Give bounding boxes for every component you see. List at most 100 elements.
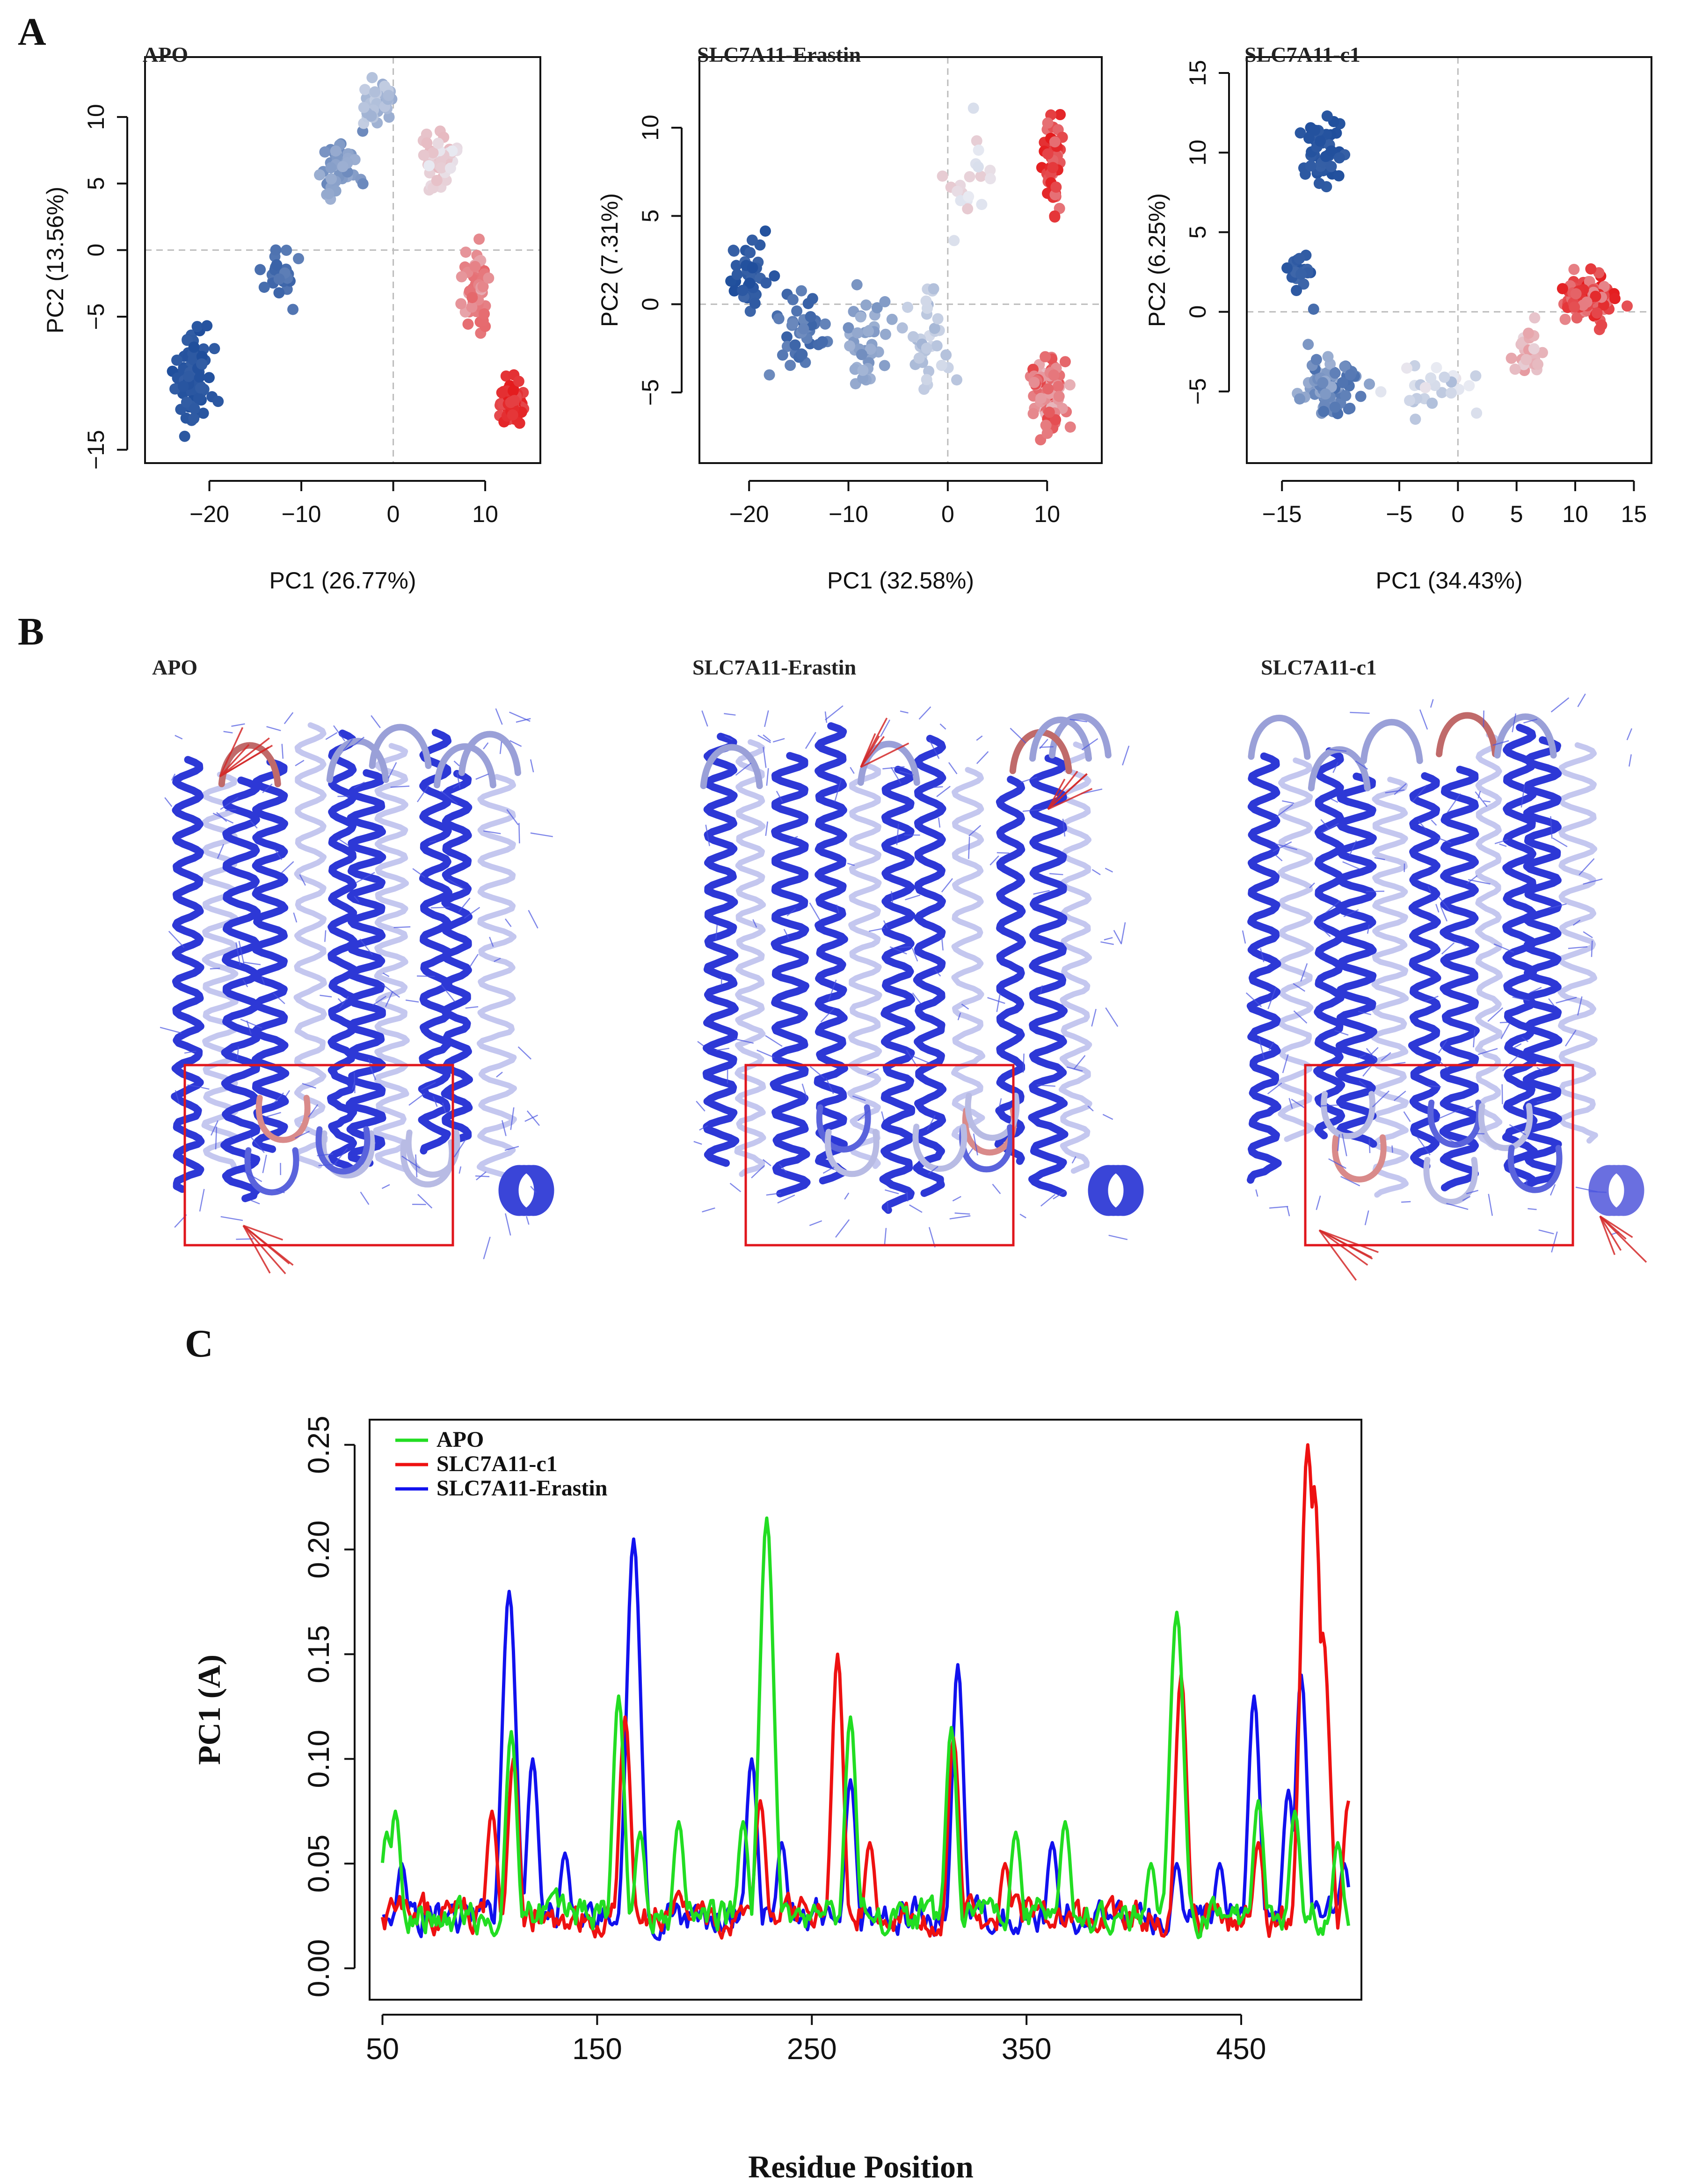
y-tick-label: 5 <box>637 210 663 223</box>
motion-needle <box>244 1171 262 1183</box>
motion-needle <box>1492 740 1509 746</box>
motion-needle <box>1104 937 1113 941</box>
motion-needle <box>1435 904 1440 913</box>
top-loop <box>369 724 432 769</box>
x-tick-label: 10 <box>1034 501 1060 527</box>
scatter-point <box>270 244 282 256</box>
motion-needle <box>1512 996 1530 1001</box>
motion-needle <box>899 946 911 949</box>
structure-apo: APO <box>152 655 554 1275</box>
motion-needle <box>1091 869 1101 876</box>
terminal-coil <box>1602 1165 1644 1216</box>
motion-needle <box>246 1020 252 1035</box>
motion-needle <box>505 918 512 927</box>
scatter-point <box>879 360 890 371</box>
motion-needle <box>274 849 283 860</box>
motion-needle <box>405 999 419 1003</box>
motion-needle <box>369 1066 377 1081</box>
motion-needle <box>1267 1082 1282 1095</box>
motion-needle <box>1578 858 1595 876</box>
bottom-loop <box>255 1095 311 1143</box>
pca-scatter-c1: SLC7A11-c1 −15 −5 0 5 10 15 −5 0 5 10 15 PC1 (34.43%… <box>1144 43 1652 594</box>
scatter-point <box>195 382 206 394</box>
scatter-point <box>1055 109 1066 121</box>
scatter-point <box>851 327 863 339</box>
motion-needle <box>360 1191 370 1205</box>
motion-needle <box>1334 1030 1349 1036</box>
motion-needle <box>729 1183 742 1192</box>
motion-needle <box>693 1141 702 1145</box>
motion-needle <box>237 1046 239 1059</box>
motion-needle <box>1010 727 1026 744</box>
motion-needle <box>847 863 855 866</box>
motion-needle <box>1427 1085 1441 1088</box>
scatter-point <box>421 137 433 149</box>
motion-needle <box>1091 1009 1097 1027</box>
helix <box>373 743 410 1173</box>
scatter-point <box>477 281 489 292</box>
scatter-point <box>427 147 439 159</box>
plot-frame <box>1246 56 1652 464</box>
motion-needle <box>483 830 501 834</box>
scatter-point <box>357 178 369 189</box>
scatter-point <box>1404 395 1416 406</box>
scatter-point <box>1344 402 1356 414</box>
scatter-point <box>1309 124 1321 136</box>
scatter-point <box>940 349 952 361</box>
scatter-point <box>785 359 796 371</box>
motion-needle <box>1577 996 1583 1016</box>
helix <box>1246 752 1282 1184</box>
motion-needle <box>1321 1104 1338 1107</box>
motion-needle <box>1447 793 1461 813</box>
bottom-loop <box>400 1139 455 1188</box>
scatter-point <box>1050 414 1062 426</box>
scatter-point <box>466 292 478 304</box>
motion-needle <box>281 744 284 759</box>
y-tick-label: 10 <box>637 115 663 141</box>
scatter-point <box>879 296 891 308</box>
scatter-point <box>319 146 331 158</box>
helix <box>171 756 205 1193</box>
motion-needle <box>516 718 531 723</box>
helix <box>327 729 358 1175</box>
motion-needle <box>765 1035 783 1047</box>
structure-title: APO <box>152 655 197 679</box>
bottom-loop <box>320 1130 375 1179</box>
motion-needle <box>938 817 941 828</box>
motion-needle <box>918 706 931 720</box>
scatter-point <box>1559 313 1571 325</box>
scatter-point <box>1310 354 1322 365</box>
scatter-point <box>188 354 199 365</box>
motion-needle-high <box>1319 1229 1379 1253</box>
scatter-point <box>967 102 979 114</box>
scatter-point <box>1557 283 1568 295</box>
scatter-point <box>962 203 974 215</box>
x-axis-label: PC1 (34.43%) <box>1375 567 1522 594</box>
scatter-point <box>749 297 761 309</box>
motion-needle <box>1483 800 1491 803</box>
motion-needle <box>381 1184 390 1189</box>
scatter-point <box>1040 351 1051 363</box>
x-tick-label: 250 <box>787 2032 837 2066</box>
motion-needle <box>992 1183 1001 1194</box>
motion-needle <box>1069 718 1087 723</box>
motion-needle <box>458 1166 462 1174</box>
motion-needle <box>1316 1195 1321 1210</box>
motion-needle-high <box>860 742 909 768</box>
motion-needle <box>809 1066 825 1079</box>
scatter-point <box>1317 377 1329 389</box>
scatter-point <box>908 331 919 342</box>
motion-needle <box>890 767 902 784</box>
motion-needle <box>961 1003 969 1010</box>
scatter-point <box>314 169 326 181</box>
motion-needle <box>805 732 816 749</box>
helix <box>994 776 1026 1165</box>
motion-needle <box>1102 1114 1113 1120</box>
scatter-point <box>777 349 788 361</box>
top-loop <box>1248 714 1311 760</box>
structure-title: SLC7A11-Erastin <box>692 655 856 679</box>
scatter-point <box>1431 362 1442 373</box>
scatter-points <box>167 72 530 442</box>
motion-needle <box>836 904 840 913</box>
motion-needle <box>1550 816 1553 839</box>
